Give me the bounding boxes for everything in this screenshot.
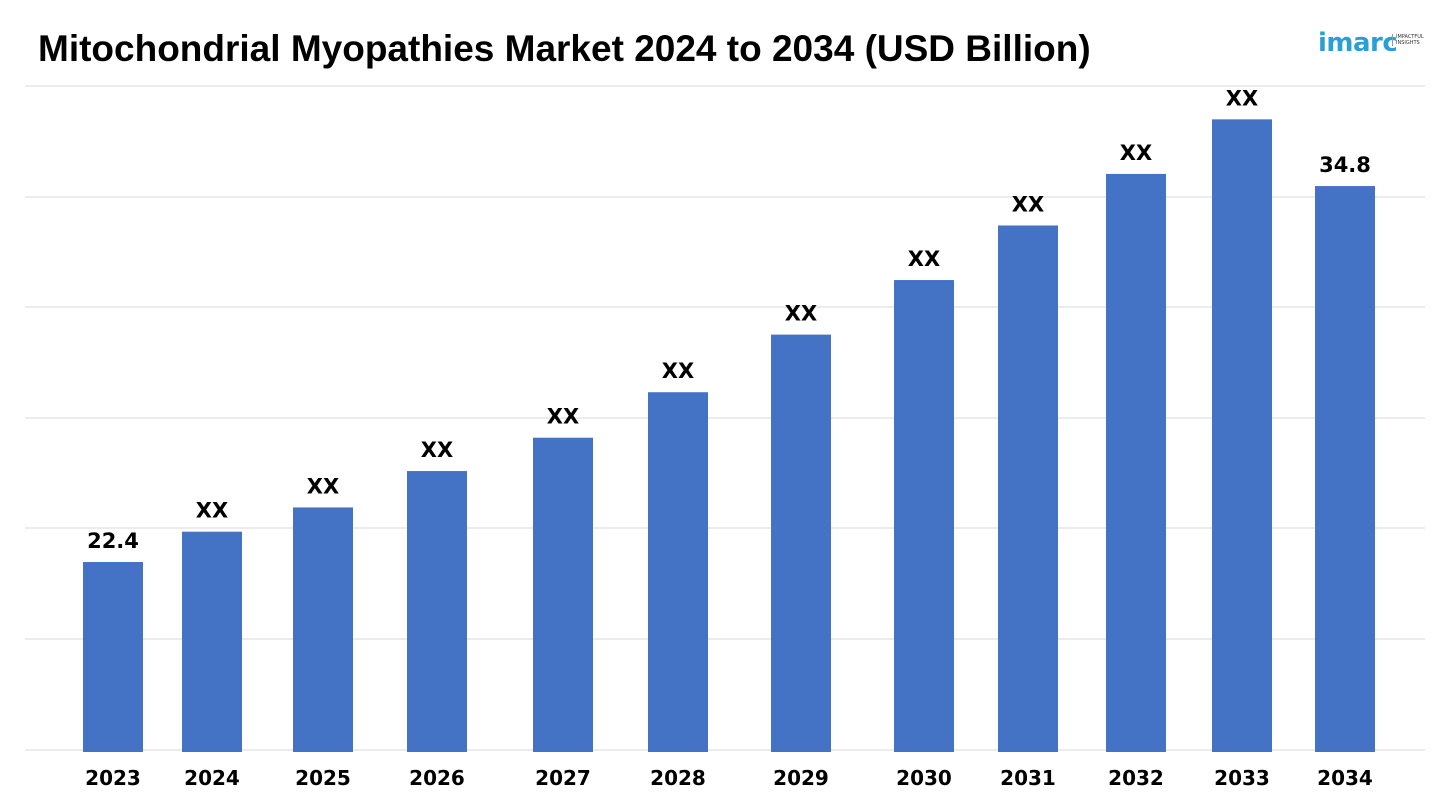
imarc-logo: imarc IMPACTFUL INSIGHTS — [1318, 22, 1428, 62]
data-label-2027: XX — [547, 405, 579, 429]
bar-2023 — [83, 562, 143, 752]
x-tick-label-2028: 2028 — [650, 766, 706, 790]
data-label-2034: 34.8 — [1319, 153, 1371, 177]
x-tick-label-2027: 2027 — [535, 766, 591, 790]
bar-2025 — [293, 507, 353, 752]
data-label-2026: XX — [421, 438, 453, 462]
data-label-2033: XX — [1226, 86, 1258, 110]
logo-tagline: IMPACTFUL INSIGHTS — [1392, 34, 1430, 46]
x-tick-label-2026: 2026 — [409, 766, 465, 790]
data-label-2023: 22.4 — [87, 529, 139, 553]
data-label-2030: XX — [908, 247, 940, 271]
bar-2024 — [182, 531, 242, 752]
x-tick-label-2023: 2023 — [85, 766, 141, 790]
bar-2034 — [1315, 186, 1375, 752]
x-tick-label-2032: 2032 — [1108, 766, 1164, 790]
chart-title: Mitochondrial Myopathies Market 2024 to … — [38, 28, 1091, 69]
data-label-2025: XX — [307, 474, 339, 498]
data-label-2028: XX — [662, 359, 694, 383]
bar-2028 — [648, 392, 708, 752]
bar-2033 — [1212, 119, 1272, 752]
x-tick-label-2029: 2029 — [773, 766, 829, 790]
data-label-2031: XX — [1012, 192, 1044, 216]
data-label-2029: XX — [785, 302, 817, 326]
x-tick-label-2031: 2031 — [1000, 766, 1056, 790]
data-label-2032: XX — [1120, 141, 1152, 165]
bar-2029 — [771, 334, 831, 752]
x-tick-label-2025: 2025 — [295, 766, 351, 790]
bar-2026 — [407, 471, 467, 752]
data-label-2024: XX — [196, 499, 228, 523]
logo-wordmark: imarc — [1318, 28, 1398, 58]
bar-2031 — [998, 225, 1058, 752]
bar-2032 — [1106, 173, 1166, 752]
x-tick-label-2030: 2030 — [896, 766, 952, 790]
x-tick-label-2024: 2024 — [184, 766, 240, 790]
bar-2027 — [533, 437, 593, 752]
bar-2030 — [894, 280, 954, 752]
x-tick-label-2033: 2033 — [1214, 766, 1270, 790]
x-tick-label-2034: 2034 — [1317, 766, 1373, 790]
